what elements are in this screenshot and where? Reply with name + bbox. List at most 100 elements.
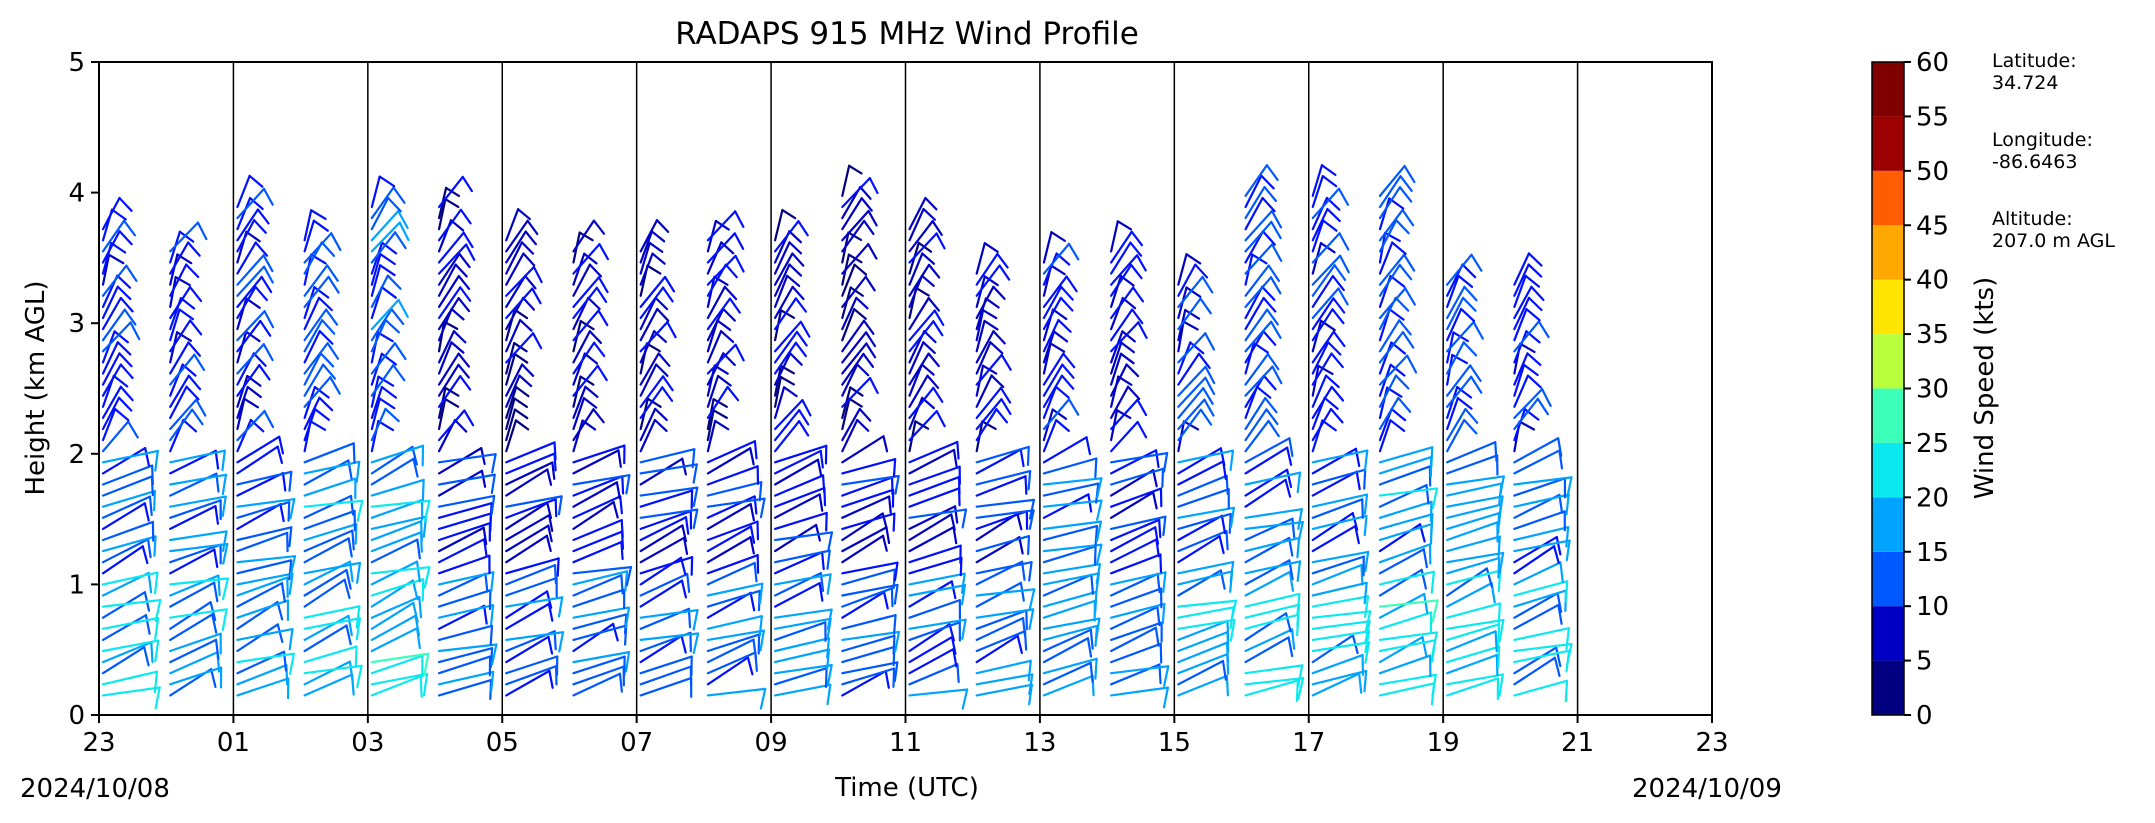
wind-barb-flag [620,540,624,561]
wind-barb-flag [245,230,261,243]
wind-barb-staff [505,374,521,408]
wind-barb-staff [773,573,832,586]
wind-barb-staff [1378,483,1428,508]
wind-barb-flag [154,639,160,663]
wind-barb-staff [1177,512,1232,530]
wind-barb-staff [101,264,128,297]
wind-barb-staff [1446,341,1465,375]
wind-barb-staff [706,232,736,264]
wind-barb-staff [1042,624,1099,642]
wind-barb-staff [841,458,897,475]
wind-barb-staff [437,589,492,608]
x-tick-label: 09 [755,728,788,758]
wind-barb-staff [1311,264,1336,297]
wind-barb-flag [1288,570,1295,592]
wind-barb-staff [370,342,397,375]
wind-barb-flag [646,264,662,275]
wind-barb-staff [572,408,595,442]
wind-barb-staff [1446,567,1488,597]
wind-barb-staff [908,556,963,575]
wind-barb-flag [1364,620,1371,644]
wind-barb-flag [1406,354,1418,374]
wind-barb-staff [975,285,995,320]
wind-barb-staff [1244,196,1264,231]
wind-barb-flag [1051,408,1068,420]
wind-barb-staff [236,503,282,530]
wind-barb-flag [713,275,729,286]
x-tick-label: 19 [1427,728,1460,758]
wind-barb-staff [1110,665,1170,675]
wind-barb-flag [893,583,899,605]
wind-barb-flag [1094,524,1099,546]
wind-barb-staff [370,675,422,697]
wind-barb-staff [437,375,462,408]
wind-barb-staff [1244,517,1294,542]
wind-barb-flag [459,375,472,391]
wind-barb-flag [1384,231,1401,243]
wind-barb-staff [572,672,622,697]
wind-barb-flag [1431,487,1439,510]
wind-barb-flag [349,494,355,516]
wind-barb-staff [706,656,750,686]
wind-barb-flag [924,196,938,211]
wind-barb-staff [908,352,930,386]
wind-barb-staff [572,530,624,553]
wind-barb-staff [1042,524,1099,542]
wind-barb-flag [801,398,812,417]
wind-barb-flag [597,309,609,327]
wind-barb-staff [639,321,669,353]
wind-barb-staff [841,363,859,397]
wind-barb-staff [841,376,872,408]
wind-barb-flag [1431,673,1437,698]
wind-barb-staff [101,502,146,530]
wind-barb-staff [975,683,1033,697]
wind-barb-staff [101,308,126,342]
wind-barb-flag [1337,287,1349,306]
wind-barb-staff [1042,563,1102,575]
wind-barb-flag [933,309,945,327]
wind-barb-staff [908,309,936,342]
wind-barb-flag [1363,468,1367,490]
wind-barb-staff [169,385,188,419]
wind-barb-staff [773,637,831,653]
wind-barb-staff [236,526,293,542]
wind-barb-staff [706,525,753,553]
wind-barb-staff [1177,408,1202,442]
wind-barb-flag [141,545,149,565]
wind-barb-staff [236,531,289,553]
wind-barb-staff [1244,408,1268,442]
wind-barb-flag [1050,264,1066,276]
wind-barb-flag [1255,385,1272,399]
wind-barb-flag [734,343,745,362]
wind-barb-flag [489,647,494,669]
colorbar-tick-label: 20 [1916,483,1949,513]
wind-barb-flag [345,568,352,590]
wind-barb-flag [818,582,824,602]
wind-barb-staff [908,635,954,664]
wind-barb-staff [1513,363,1526,397]
wind-barb-staff [908,232,938,264]
wind-barb-flag [625,566,633,587]
wind-barb-flag [1158,518,1162,539]
wind-barb-flag [490,670,495,693]
wind-barb-staff [975,630,1027,653]
wind-barb-flag [377,375,395,387]
wind-barb-flag [457,274,471,291]
wind-barb-staff [1042,617,1101,630]
wind-barb-flag [113,330,129,344]
wind-barb-flag [826,637,831,659]
wind-barb-staff [1110,642,1162,664]
wind-barb-flag [691,448,696,469]
wind-barb-flag [310,209,327,221]
wind-barb-staff [841,219,866,253]
wind-barb-staff [169,543,222,564]
wind-barb-flag [1296,592,1301,616]
wind-barb-flag [1288,437,1294,458]
wind-barb-staff [370,520,423,542]
wind-barb-flag [1494,630,1498,653]
wind-barb-flag [858,407,872,422]
wind-barb-staff [236,374,249,408]
wind-barb-flag [821,551,825,571]
wind-barb-flag [995,408,1009,424]
wind-profile-column [1042,231,1103,697]
